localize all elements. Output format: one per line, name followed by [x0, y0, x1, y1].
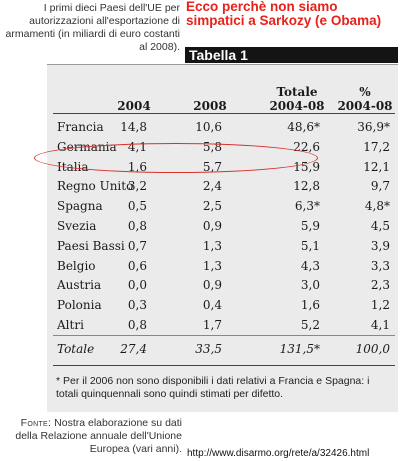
cell-pct: 9,7: [370, 179, 390, 194]
table-row: Paesi Bassi 0,7 1,3 5,1 3,9: [47, 236, 398, 256]
cell-2008: 2,5: [202, 199, 222, 214]
source-text: Nostra elaborazione su dati della Relazi…: [15, 417, 182, 455]
cell-country: Polonia: [57, 298, 102, 313]
cell-total: 3,0: [300, 278, 320, 293]
cell-2004: 1,6: [127, 159, 147, 174]
header-pct: % 2004-08: [332, 85, 398, 113]
cell-country: Belgio: [57, 258, 96, 273]
cell-2004: 0,3: [127, 298, 147, 313]
cell-total: 22,6: [293, 139, 320, 154]
cell-pct: 12,1: [363, 159, 390, 174]
cell-pct: 4,1: [370, 318, 390, 332]
footnote: * Per il 2006 non sono disponibili i dat…: [56, 375, 370, 400]
cell-2008: 10,6: [195, 120, 222, 134]
cell-2008: 5,7: [202, 159, 222, 174]
cell-total: 12,8: [293, 179, 320, 194]
cell-2008: 1,3: [202, 238, 222, 253]
cell-total: 48,6*: [287, 120, 320, 134]
headline: Ecco perchè non siamo simpatici a Sarkoz…: [186, 0, 382, 28]
cell-2008: 1,3: [202, 258, 222, 273]
cell-total: 5,9: [300, 219, 320, 233]
cell-total: 6,3*: [294, 199, 320, 214]
table-row: Italia 1,6 5,7 15,9 12,1: [47, 157, 398, 177]
cell-2008: 0,9: [202, 219, 222, 233]
cell-2004: 3,2: [127, 179, 147, 194]
cell-country: Austria: [57, 278, 102, 293]
cell-2004: 27,4: [120, 342, 147, 356]
cell-2008: 5,8: [202, 139, 222, 154]
cell-pct: 4,8*: [364, 199, 390, 214]
header-pct-line2: 2004-08: [337, 99, 393, 113]
cell-country: Paesi Bassi: [57, 238, 125, 253]
total-divider: [53, 335, 395, 336]
table-row: Altri 0,8 1,7 5,2 4,1: [47, 315, 398, 335]
cell-total: 131,5*: [279, 342, 320, 356]
cell-2004: 0,6: [127, 258, 147, 273]
source-url: http://www.disarmo.org/rete/a/32426.html: [187, 448, 370, 459]
cell-country: Svezia: [57, 219, 97, 233]
cell-pct: 4,5: [370, 219, 390, 233]
cell-pct: 17,2: [363, 139, 390, 154]
header-total-line1: Totale: [276, 85, 318, 99]
header-2004: 2004: [117, 99, 151, 113]
header-total-line2: 2004-08: [269, 99, 325, 113]
table-row: Spagna 0,5 2,5 6,3* 4,8*: [47, 196, 398, 216]
cell-2004: 0,5: [127, 199, 147, 214]
cell-2008: 0,4: [202, 298, 222, 313]
cell-total: 15,9: [293, 159, 320, 174]
header-total: Totale 2004-08: [262, 85, 332, 113]
cell-2004: 0,8: [127, 219, 147, 233]
table-title: Tabella 1: [185, 47, 398, 63]
cell-2004: 0,7: [127, 238, 147, 253]
source-note: Fonte: Nostra elaborazione su dati della…: [2, 417, 182, 456]
cell-2004: 0,8: [127, 318, 147, 332]
cell-2004: 0,0: [127, 278, 147, 293]
table-row: Belgio 0,6 1,3 4,3 3,3: [47, 256, 398, 276]
cell-pct: 1,2: [370, 298, 390, 313]
header-2008: 2008: [193, 99, 227, 113]
cell-country: Regno Unito: [57, 179, 134, 194]
table-row: Germania 4,1 5,8 22,6 17,2: [47, 137, 398, 157]
cell-total: 4,3: [300, 258, 320, 273]
cell-total: 5,1: [300, 238, 320, 253]
footer-divider: [53, 365, 395, 366]
cell-country: Spagna: [57, 199, 103, 214]
cell-2008: 33,5: [195, 342, 222, 356]
table-panel: 2004 2008 Totale 2004-08 % 2004-08 Franc…: [47, 64, 398, 412]
source-label: Fonte:: [20, 417, 52, 429]
cell-country: Italia: [57, 159, 89, 174]
cell-2008: 1,7: [202, 318, 222, 332]
table-row: Francia 14,8 10,6 48,6* 36,9*: [47, 117, 398, 137]
cell-2008: 2,4: [202, 179, 222, 194]
cell-pct: 3,9: [370, 238, 390, 253]
cell-total: 1,6: [300, 298, 320, 313]
table-row-total: Totale 27,4 33,5 131,5* 100,0: [47, 339, 398, 359]
cell-2008: 0,9: [202, 278, 222, 293]
table-row: Polonia 0,3 0,4 1,6 1,2: [47, 295, 398, 315]
cell-pct: 100,0: [355, 342, 390, 356]
cell-country: Francia: [57, 120, 104, 134]
table-row: Svezia 0,8 0,9 5,9 4,5: [47, 216, 398, 236]
table-row: Regno Unito 3,2 2,4 12,8 9,7: [47, 176, 398, 196]
cell-total: 5,2: [300, 318, 320, 332]
cell-pct: 2,3: [370, 278, 390, 293]
cell-pct: 36,9*: [357, 120, 390, 134]
table-caption: I primi dieci Paesi dell'UE per autorizz…: [5, 2, 180, 53]
cell-country: Altri: [57, 318, 84, 332]
table-header: 2004 2008 Totale 2004-08 % 2004-08: [47, 79, 398, 115]
cell-2004: 4,1: [127, 139, 147, 154]
header-pct-line1: %: [359, 85, 371, 99]
cell-country: Totale: [57, 342, 95, 356]
table-row: Austria 0,0 0,9 3,0 2,3: [47, 275, 398, 295]
cell-2004: 14,8: [120, 120, 147, 134]
header-divider: [53, 113, 395, 114]
cell-pct: 3,3: [370, 258, 390, 273]
